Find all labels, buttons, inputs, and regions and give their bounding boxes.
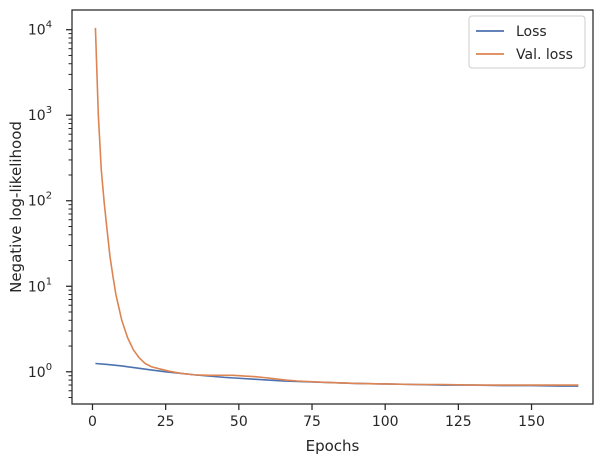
x-tick-label: 125 xyxy=(445,414,472,430)
y-tick-label: 102 xyxy=(28,191,52,210)
x-tick-label: 150 xyxy=(518,414,545,430)
legend-box xyxy=(468,15,586,69)
x-tick-label: 75 xyxy=(303,414,321,430)
y-axis: 100 101 102 103 104 xyxy=(28,20,72,399)
legend-label-1: Val. loss xyxy=(516,47,573,63)
x-tick-label: 25 xyxy=(157,414,175,430)
legend: Loss Val. loss xyxy=(468,15,586,69)
plot-border xyxy=(71,9,594,405)
x-tick-label: 100 xyxy=(372,414,399,430)
series-line-1 xyxy=(94,27,579,386)
y-tick-label: 104 xyxy=(28,20,52,39)
x-tick-label: 0 xyxy=(88,414,97,430)
x-axis: 0 25 50 75 100 125 150 xyxy=(88,404,545,430)
legend-label-0: Loss xyxy=(516,24,547,40)
plot-area xyxy=(71,9,594,405)
y-tick-label: 100 xyxy=(28,362,52,381)
y-axis-label: Negative log-likelihood xyxy=(7,121,25,293)
series-layer xyxy=(94,27,579,387)
y-tick-label: 103 xyxy=(28,105,52,124)
x-axis-label: Epochs xyxy=(306,437,360,455)
y-tick-label: 101 xyxy=(28,276,52,295)
x-tick-label: 50 xyxy=(230,414,248,430)
